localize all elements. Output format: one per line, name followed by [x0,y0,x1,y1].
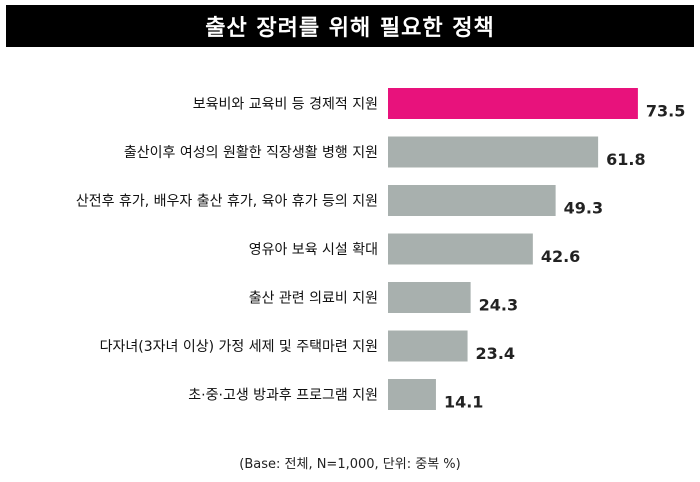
bar-5 [388,282,471,313]
bar-3 [388,185,556,216]
category-label-6: 다자녀(3자녀 이상) 가정 세제 및 주택마련 지원 [100,339,378,355]
bar-4 [388,233,533,265]
category-label-1: 보육비와 교육비 등 경제적 지원 [193,97,378,113]
category-label-3: 산전후 휴가, 배우자 출산 휴가, 육아 휴가 등의 지원 [76,194,378,210]
category-label-2: 출산이후 여성의 원활한 직장생활 병행 지원 [124,145,378,161]
value-label-1: 73.5 [646,102,685,121]
bar-7 [388,379,436,410]
value-label-4: 42.6 [541,247,580,266]
bar-6 [388,330,468,362]
value-label-2: 61.8 [606,150,645,169]
category-label-4: 영유아 보육 시설 확대 [249,242,378,258]
chart-title: 출산 장려를 위해 필요한 정책 [6,5,694,47]
value-label-3: 49.3 [564,199,603,218]
value-label-5: 24.3 [479,296,518,315]
value-label-6: 23.4 [476,344,515,363]
footnote: (Base: 전체, N=1,000, 단위: 중복 %) [239,457,461,472]
bar-2 [388,136,599,168]
category-label-5: 출산 관련 의료비 지원 [249,291,378,307]
bar-1 [388,88,638,119]
category-label-7: 초·중·고생 방과후 프로그램 지원 [188,388,378,404]
value-label-7: 14.1 [444,393,483,412]
